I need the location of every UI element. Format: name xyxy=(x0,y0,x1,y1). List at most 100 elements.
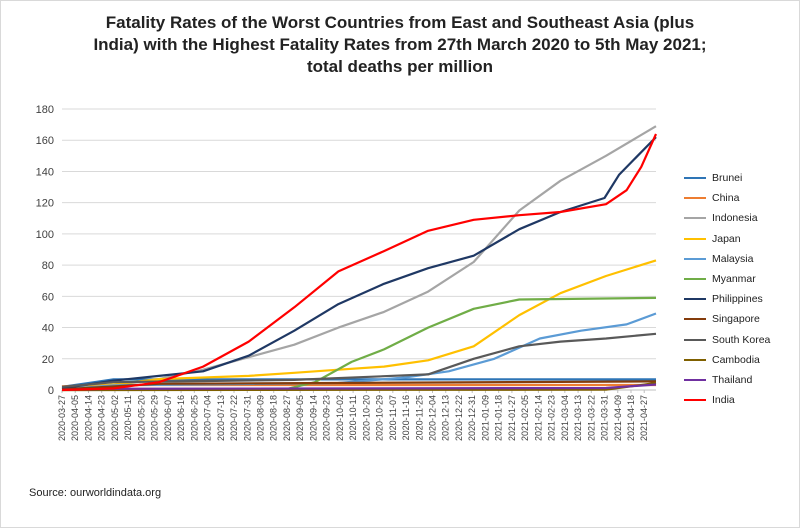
title-line-3: total deaths per million xyxy=(306,57,494,76)
x-tick-label: 2020-03-27 xyxy=(57,395,67,441)
x-tick-label: 2021-03-04 xyxy=(560,395,570,441)
y-tick-label: 40 xyxy=(42,323,54,335)
x-tick-label: 2020-11-07 xyxy=(388,395,398,440)
x-tick-label: 2020-04-14 xyxy=(83,395,93,441)
x-tick-label: 2021-03-31 xyxy=(600,395,610,441)
legend-item-myanmar: Myanmar xyxy=(684,269,794,289)
x-tick-label: 2021-01-18 xyxy=(494,395,504,441)
x-tick-label: 2020-07-13 xyxy=(216,395,226,441)
series-line-japan xyxy=(61,259,657,391)
legend-swatch xyxy=(684,278,706,281)
x-tick-label: 2020-06-07 xyxy=(163,395,173,441)
legend-item-japan: Japan xyxy=(684,229,794,249)
x-tick-label: 2020-10-29 xyxy=(375,395,385,441)
legend-swatch xyxy=(684,257,706,260)
legend-label: Indonesia xyxy=(712,212,758,225)
legend-label: Philippines xyxy=(712,293,763,306)
x-tick-label: 2020-09-14 xyxy=(308,395,318,441)
x-tick-label: 2021-04-09 xyxy=(613,395,623,441)
legend-swatch xyxy=(684,358,706,361)
x-tick-label: 2020-11-25 xyxy=(414,395,424,440)
legend-label: Thailand xyxy=(712,373,753,386)
x-tick-label: 2020-05-20 xyxy=(136,395,146,441)
x-tick-label: 2020-04-05 xyxy=(70,395,80,441)
x-tick-label: 2020-10-20 xyxy=(361,395,371,441)
legend-swatch xyxy=(684,318,706,321)
chart-title: Fatality Rates of the Worst Countries fr… xyxy=(40,12,760,78)
x-tick-label: 2020-07-04 xyxy=(203,395,213,441)
legend-swatch xyxy=(684,197,706,200)
legend-item-philippines: Philippines xyxy=(684,289,794,309)
source-note: Source: ourworldindata.org xyxy=(29,487,162,499)
x-tick-label: 2020-12-31 xyxy=(467,395,477,441)
y-tick-label: 60 xyxy=(42,291,54,303)
x-tick-label: 2020-07-31 xyxy=(242,395,252,441)
x-tick-label: 2020-11-16 xyxy=(401,395,411,440)
x-tick-label: 2020-05-29 xyxy=(150,395,160,441)
legend-item-brunei: Brunei xyxy=(684,168,794,188)
x-tick-label: 2020-04-23 xyxy=(97,395,107,441)
y-tick-label: 0 xyxy=(48,385,54,397)
y-tick-label: 20 xyxy=(42,354,54,366)
x-tick-label: 2020-08-18 xyxy=(269,395,279,441)
legend-item-south-korea: South Korea xyxy=(684,330,794,350)
title-line-2: India) with the Highest Fatality Rates f… xyxy=(93,35,707,54)
y-tick-label: 160 xyxy=(36,135,54,147)
legend-item-malaysia: Malaysia xyxy=(684,249,794,269)
series-line-philippines xyxy=(61,136,657,390)
legend-label: India xyxy=(712,394,735,407)
x-tick-label: 2020-08-09 xyxy=(255,395,265,441)
x-tick-label: 2020-08-27 xyxy=(282,395,292,441)
x-tick-label: 2021-01-09 xyxy=(480,395,490,441)
y-tick-label: 120 xyxy=(36,198,54,210)
y-tick-label: 180 xyxy=(36,104,54,116)
chart-legend: Brunei China Indonesia Japan Malaysia Myanmar… xyxy=(684,168,794,410)
legend-swatch xyxy=(684,298,706,301)
legend-label: South Korea xyxy=(712,333,771,346)
legend-label: Malaysia xyxy=(712,252,754,265)
legend-label: China xyxy=(712,192,740,205)
x-tick-label: 2020-06-25 xyxy=(189,395,199,441)
x-tick-label: 2021-04-27 xyxy=(639,395,649,441)
legend-swatch xyxy=(684,338,706,341)
x-tick-label: 2021-04-18 xyxy=(626,395,636,441)
x-tick-label: 2020-09-05 xyxy=(295,395,305,441)
series-line-indonesia xyxy=(61,125,657,391)
legend-item-india: India xyxy=(684,390,794,410)
legend-item-china: China xyxy=(684,188,794,208)
x-tick-label: 2020-12-22 xyxy=(454,395,464,441)
y-tick-label: 100 xyxy=(36,229,54,241)
x-tick-label: 2021-01-27 xyxy=(507,395,517,441)
legend-label: Singapore xyxy=(712,313,760,326)
y-tick-label: 140 xyxy=(36,166,54,178)
x-tick-label: 2021-02-05 xyxy=(520,395,530,441)
x-tick-label: 2020-09-23 xyxy=(322,395,332,441)
x-tick-label: 2020-07-22 xyxy=(229,395,239,441)
legend-swatch xyxy=(684,177,706,180)
x-tick-label: 2021-03-22 xyxy=(586,395,596,441)
x-tick-label: 2020-10-02 xyxy=(335,395,345,441)
legend-swatch xyxy=(684,217,706,220)
x-tick-label: 2021-02-23 xyxy=(547,395,557,441)
title-line-1: Fatality Rates of the Worst Countries fr… xyxy=(105,13,695,32)
legend-item-cambodia: Cambodia xyxy=(684,350,794,370)
y-tick-label: 80 xyxy=(42,260,54,272)
series-line-south-korea xyxy=(61,332,657,388)
legend-label: Japan xyxy=(712,232,741,245)
x-tick-label: 2020-05-02 xyxy=(110,395,120,441)
legend-swatch xyxy=(684,378,706,381)
series-line-singapore xyxy=(61,380,657,391)
legend-swatch xyxy=(684,399,706,402)
x-tick-label: 2020-12-13 xyxy=(441,395,451,441)
legend-item-indonesia: Indonesia xyxy=(684,208,794,228)
legend-label: Myanmar xyxy=(712,273,756,286)
x-tick-label: 2020-06-16 xyxy=(176,395,186,441)
x-tick-label: 2020-12-04 xyxy=(428,395,438,441)
legend-item-thailand: Thailand xyxy=(684,370,794,390)
series-line-myanmar xyxy=(61,296,657,392)
legend-label: Brunei xyxy=(712,172,743,185)
series-line-india xyxy=(61,133,658,392)
x-tick-label: 2021-03-13 xyxy=(573,395,583,441)
x-tick-label: 2020-05-11 xyxy=(123,395,133,440)
